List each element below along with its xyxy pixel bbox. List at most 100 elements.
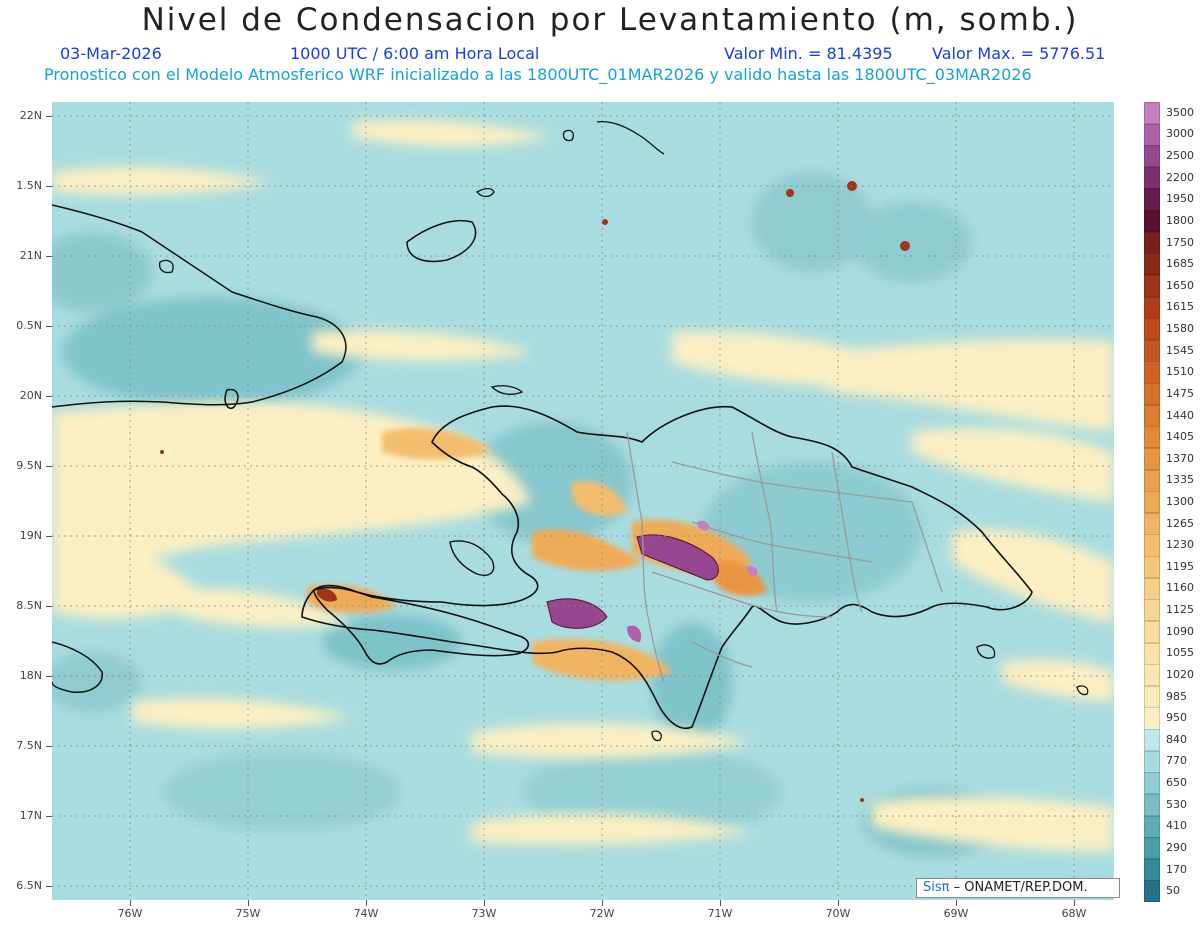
haiti-southern-peninsula <box>313 586 530 665</box>
lon-label: 74W <box>353 907 379 920</box>
legend-swatch <box>1144 145 1160 168</box>
legend-swatch <box>1144 707 1160 730</box>
legend-swatch <box>1144 188 1160 211</box>
legend-value: 1685 <box>1166 257 1194 271</box>
legend-value: 1090 <box>1166 624 1194 638</box>
legend-swatch <box>1144 815 1160 838</box>
turks-caicos <box>596 121 665 155</box>
legend-swatch <box>1144 556 1160 579</box>
legend-value: 1125 <box>1166 603 1194 617</box>
legend-swatch <box>1144 642 1160 665</box>
lat-label: 7.5N <box>16 739 42 752</box>
lat-tick <box>46 256 52 257</box>
legend-value: 290 <box>1166 840 1187 854</box>
legend-swatch <box>1144 620 1160 644</box>
lat-label: 22N <box>19 109 42 122</box>
lon-label: 75W <box>235 907 261 920</box>
legend-swatch <box>1144 253 1160 276</box>
tortuga-island <box>490 385 524 395</box>
lon-label: 72W <box>589 907 615 920</box>
lon-tick <box>720 900 721 906</box>
lat-label: 6.5N <box>16 879 42 892</box>
legend-value: 50 <box>1166 884 1180 898</box>
legend-value: 770 <box>1166 754 1187 768</box>
lon-tick <box>1074 900 1075 906</box>
legend-value: 1405 <box>1166 430 1194 444</box>
legend-value: 650 <box>1166 776 1187 790</box>
jamaica-coastline <box>52 641 103 693</box>
legend-swatch <box>1144 685 1160 708</box>
lat-tick <box>46 396 52 397</box>
low-lcl-bands <box>52 120 1114 852</box>
legend-swatch <box>1144 512 1160 535</box>
lon-tick <box>956 900 957 906</box>
lon-tick <box>838 900 839 906</box>
legend-value: 1195 <box>1166 559 1194 573</box>
turks-islet <box>562 129 574 142</box>
legend-swatch <box>1144 361 1160 384</box>
credit-box: Sisπ – ONAMET/REP.DOM. <box>916 878 1120 898</box>
legend-value: 2200 <box>1166 170 1194 184</box>
legend-swatch <box>1144 447 1160 471</box>
map-title: Nivel de Condensacion por Levantamiento … <box>141 2 1079 38</box>
color-legend <box>1144 102 1162 903</box>
lat-tick <box>46 536 52 537</box>
forecast-time: 1000 UTC / 6:00 am Hora Local <box>290 44 540 63</box>
lon-tick <box>130 900 131 906</box>
legend-swatch <box>1144 469 1160 492</box>
lat-label: 18N <box>19 669 42 682</box>
lat-tick <box>46 326 52 327</box>
forecast-date: 03-Mar-2026 <box>60 44 162 63</box>
legend-swatch <box>1144 274 1160 298</box>
legend-value: 1160 <box>1166 581 1194 595</box>
legend-value: 1545 <box>1166 343 1194 357</box>
legend-value: 950 <box>1166 711 1187 725</box>
lat-tick <box>46 746 52 747</box>
mona-islet <box>1076 685 1089 696</box>
cuba-east-tip <box>224 388 239 409</box>
model-info-line: Pronostico con el Modelo Atmosferico WRF… <box>44 65 1032 84</box>
lat-tick <box>46 676 52 677</box>
beata-island <box>651 730 662 742</box>
legend-swatch <box>1144 534 1160 557</box>
lon-label: 69W <box>943 907 969 920</box>
legend-value: 1650 <box>1166 278 1194 292</box>
legend-value: 410 <box>1166 819 1187 833</box>
lat-tick <box>46 116 52 117</box>
legend-value: 3000 <box>1166 127 1194 141</box>
lat-label: 9.5N <box>16 459 42 472</box>
legend-value: 840 <box>1166 732 1187 746</box>
legend-swatch <box>1144 599 1160 622</box>
legend-value: 1335 <box>1166 473 1194 487</box>
legend-value: 1475 <box>1166 386 1194 400</box>
legend-swatch <box>1144 793 1160 816</box>
legend-value: 1800 <box>1166 213 1194 227</box>
lon-label: 68W <box>1061 907 1087 920</box>
lat-tick <box>46 816 52 817</box>
lat-label: 21N <box>19 249 42 262</box>
legend-value: 1055 <box>1166 646 1194 660</box>
legend-swatch <box>1144 318 1160 341</box>
legend-value: 1615 <box>1166 300 1194 314</box>
lat-tick <box>46 186 52 187</box>
legend-swatch <box>1144 296 1160 319</box>
hispaniola-coastline <box>301 405 1033 729</box>
legend-swatch <box>1144 837 1160 860</box>
great-inagua <box>406 220 477 263</box>
min-value: Valor Min. = 81.4395 <box>724 44 893 63</box>
legend-value: 3500 <box>1166 105 1194 119</box>
legend-swatch <box>1144 383 1160 406</box>
sispi-logo: Sisπ <box>923 880 950 895</box>
caicos-islet <box>158 259 174 274</box>
legend-value: 1510 <box>1166 365 1194 379</box>
lat-tick <box>46 606 52 607</box>
gonave-island <box>449 540 495 576</box>
lon-tick <box>366 900 367 906</box>
lon-label: 70W <box>825 907 851 920</box>
legend-value: 1300 <box>1166 495 1194 508</box>
teal-patches <box>52 172 1002 857</box>
lat-label: 0.5N <box>16 319 42 332</box>
legend-swatch <box>1144 577 1160 600</box>
lat-label: 19N <box>19 529 42 542</box>
legend-swatch <box>1144 166 1160 189</box>
